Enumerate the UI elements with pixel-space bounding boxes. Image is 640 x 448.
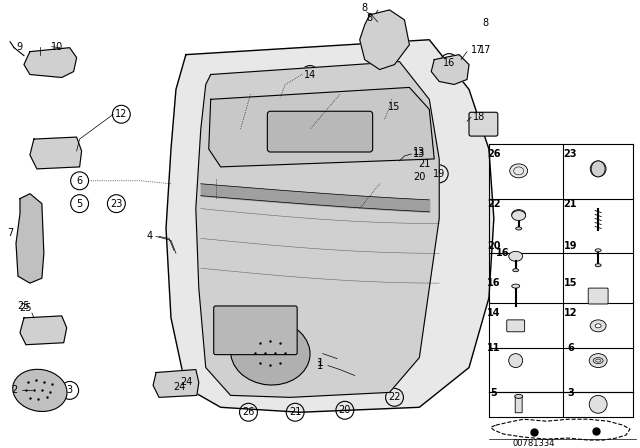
Polygon shape [24, 47, 77, 78]
Text: 16: 16 [487, 278, 500, 288]
Ellipse shape [515, 394, 523, 398]
Ellipse shape [591, 161, 605, 177]
Text: 10: 10 [51, 42, 63, 52]
Text: 21: 21 [289, 407, 301, 417]
Ellipse shape [509, 251, 523, 261]
Text: 1: 1 [317, 361, 323, 370]
Text: 6: 6 [77, 176, 83, 186]
Text: 21: 21 [564, 198, 577, 209]
Text: 16: 16 [443, 58, 455, 68]
Text: 3: 3 [67, 385, 73, 396]
Ellipse shape [13, 369, 67, 412]
Text: 13: 13 [413, 149, 426, 159]
Text: 22: 22 [487, 198, 500, 209]
Text: 5: 5 [76, 198, 83, 209]
Text: 8: 8 [362, 3, 368, 13]
Ellipse shape [512, 211, 525, 220]
Ellipse shape [595, 264, 601, 267]
Text: 20: 20 [339, 405, 351, 415]
Polygon shape [153, 370, 199, 397]
Text: 19: 19 [564, 241, 577, 251]
Text: 22: 22 [388, 392, 401, 402]
Text: 2: 2 [11, 385, 17, 396]
Text: 26: 26 [487, 149, 500, 159]
Text: 6: 6 [567, 343, 573, 353]
Text: 13: 13 [413, 147, 426, 157]
Polygon shape [30, 137, 81, 169]
Text: 19: 19 [433, 169, 445, 179]
Text: 23: 23 [110, 198, 122, 209]
Text: 17: 17 [479, 45, 491, 55]
FancyBboxPatch shape [469, 112, 498, 136]
Text: 25: 25 [20, 303, 32, 313]
Text: 15: 15 [388, 102, 401, 112]
Text: 15: 15 [564, 278, 577, 288]
Polygon shape [360, 10, 410, 69]
FancyBboxPatch shape [515, 396, 522, 413]
Polygon shape [209, 87, 435, 167]
Text: 12: 12 [564, 308, 577, 318]
Polygon shape [431, 55, 469, 84]
Text: 7: 7 [7, 228, 13, 238]
Polygon shape [196, 61, 439, 397]
Text: 4: 4 [146, 232, 152, 241]
Polygon shape [20, 316, 67, 345]
Polygon shape [166, 40, 494, 412]
Text: 8: 8 [483, 18, 489, 28]
FancyBboxPatch shape [214, 306, 297, 355]
Text: 26: 26 [243, 407, 255, 417]
Text: 9: 9 [16, 42, 22, 52]
Text: 5: 5 [490, 388, 497, 398]
Ellipse shape [509, 164, 527, 178]
Ellipse shape [595, 324, 601, 328]
Ellipse shape [589, 353, 607, 367]
FancyBboxPatch shape [507, 320, 525, 332]
Text: 14: 14 [304, 69, 316, 79]
Circle shape [589, 396, 607, 413]
FancyBboxPatch shape [588, 288, 608, 304]
Ellipse shape [230, 320, 310, 385]
Text: 12: 12 [115, 109, 127, 119]
Text: 21: 21 [418, 159, 431, 169]
Text: 14: 14 [487, 308, 500, 318]
Ellipse shape [512, 210, 525, 220]
Ellipse shape [590, 320, 606, 332]
Text: 17: 17 [471, 45, 483, 55]
Ellipse shape [512, 284, 520, 288]
Circle shape [590, 161, 606, 177]
Text: 24: 24 [180, 378, 193, 388]
Text: 24: 24 [173, 383, 185, 392]
Polygon shape [16, 194, 44, 283]
Text: 23: 23 [564, 149, 577, 159]
Ellipse shape [516, 227, 522, 230]
Text: 16: 16 [496, 248, 509, 258]
Ellipse shape [513, 269, 518, 271]
Text: 00781334: 00781334 [513, 439, 555, 448]
Ellipse shape [595, 249, 601, 252]
FancyBboxPatch shape [268, 111, 372, 152]
Text: 8: 8 [367, 13, 372, 23]
Text: 11: 11 [487, 343, 500, 353]
Text: 25: 25 [18, 301, 30, 311]
Text: 1: 1 [317, 358, 323, 368]
Text: 20: 20 [413, 172, 426, 182]
Circle shape [509, 353, 523, 367]
Text: 18: 18 [473, 112, 485, 122]
Text: 3: 3 [567, 388, 573, 398]
Text: 20: 20 [487, 241, 500, 251]
